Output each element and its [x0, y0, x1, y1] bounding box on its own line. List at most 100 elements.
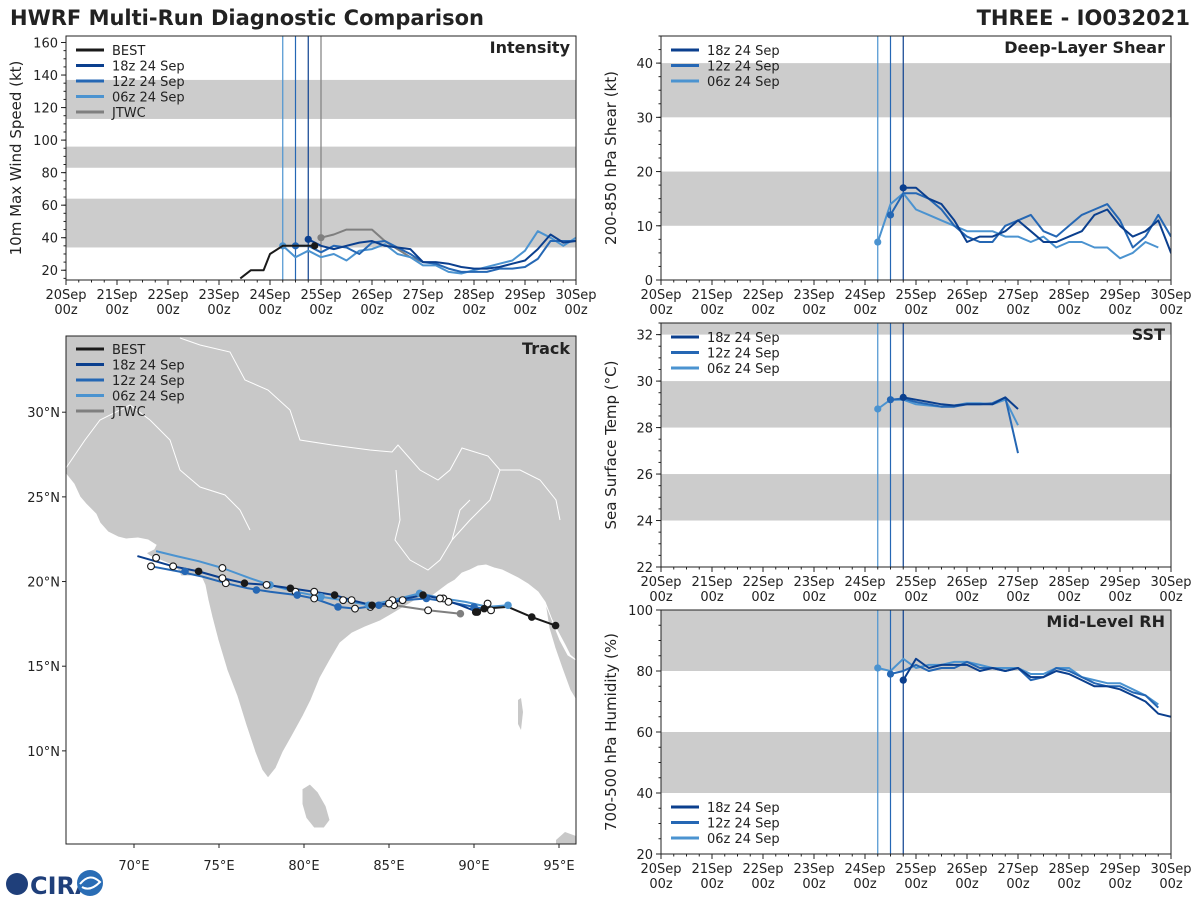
rh-ytick-label: 40: [636, 787, 653, 802]
shear-xtick-hour: 00z: [649, 303, 673, 318]
track-point-open: [436, 594, 444, 603]
sst-series-marker: [874, 405, 882, 413]
rh-xtick-hour: 00z: [751, 877, 775, 892]
track-point: [252, 586, 261, 594]
shear-xtick-hour: 00z: [1057, 303, 1081, 318]
track-xtick-label: 85°E: [373, 859, 404, 874]
intensity-xtick-date: 24Sep: [249, 288, 290, 303]
intensity-xtick-date: 27Sep: [402, 288, 443, 303]
shear-ytick-label: 30: [636, 111, 653, 126]
sst-xtick-hour: 00z: [1108, 590, 1132, 605]
track-point: [480, 604, 489, 613]
track-point-open: [262, 580, 271, 589]
track-xtick-label: 80°E: [288, 859, 319, 874]
sst-xtick-hour: 00z: [700, 590, 724, 605]
track-point: [419, 591, 427, 599]
shear-xtick-date: 20Sep: [640, 288, 681, 303]
shear-title: Deep-Layer Shear: [1004, 38, 1165, 57]
shear-xtick-hour: 00z: [1159, 303, 1183, 318]
shear-band: [661, 171, 1171, 226]
rh-xtick-date: 30Sep: [1150, 862, 1191, 877]
intensity-ytick-label: 60: [41, 199, 58, 214]
track-legend-label: BEST: [112, 343, 145, 358]
sst-xtick-date: 26Sep: [946, 575, 987, 590]
track-point-open: [147, 562, 155, 571]
intensity-legend-label: BEST: [112, 44, 145, 59]
track-point-open: [152, 553, 161, 562]
sst-ytick-label: 22: [636, 561, 653, 576]
shear-plot-area: [661, 36, 1171, 280]
intensity-xtick-hour: 00z: [105, 303, 129, 318]
shear-xtick-hour: 00z: [751, 303, 775, 318]
intensity-ytick-label: 100: [33, 134, 58, 149]
sst-band: [661, 474, 1171, 521]
sst-xtick-date: 27Sep: [997, 575, 1038, 590]
track-point-open: [169, 562, 178, 571]
logo-swirl-mark: [79, 876, 102, 890]
intensity-legend-label: JTWC: [111, 106, 146, 121]
sst-xtick-hour: 00z: [853, 590, 877, 605]
rh-xtick-date: 26Sep: [946, 862, 987, 877]
track-ytick-label: 10°N: [27, 745, 60, 760]
intensity-xtick-hour: 00z: [309, 303, 333, 318]
intensity-ytick-label: 140: [33, 69, 58, 84]
track-ytick-label: 25°N: [27, 491, 60, 506]
rh-series-marker: [874, 664, 882, 672]
shear-xtick-hour: 00z: [904, 303, 928, 318]
track-point: [334, 603, 342, 611]
shear-xtick-date: 26Sep: [946, 288, 987, 303]
shear-series-line: [903, 186, 1171, 254]
intensity-xtick-date: 26Sep: [351, 288, 392, 303]
shear-xtick-date: 23Sep: [793, 288, 834, 303]
intensity-series-marker: [304, 235, 312, 243]
shear-ytick-label: 10: [636, 220, 653, 235]
rh-ytick-label: 20: [636, 848, 653, 863]
intensity-xtick-hour: 00z: [360, 303, 384, 318]
intensity-series-marker: [311, 242, 319, 250]
land-sumatra-tip: [556, 832, 576, 844]
sst-xtick-date: 25Sep: [895, 575, 936, 590]
shear-xtick-date: 27Sep: [997, 288, 1038, 303]
rh-xtick-hour: 00z: [649, 877, 673, 892]
shear-series-marker: [886, 211, 895, 219]
sst-xtick-date: 22Sep: [742, 575, 783, 590]
track-point-open: [347, 596, 356, 605]
rh-xtick-date: 22Sep: [742, 862, 783, 877]
track-point-open: [424, 606, 433, 615]
track-ytick-label: 20°N: [27, 576, 60, 591]
rh-xtick-hour: 00z: [1006, 877, 1030, 892]
rh-xtick-date: 20Sep: [640, 862, 681, 877]
track-point: [471, 608, 480, 616]
rh-xtick-hour: 00z: [955, 877, 979, 892]
intensity-series-line: [320, 228, 424, 264]
rh-xtick-hour: 00z: [1057, 877, 1081, 892]
track-point: [504, 601, 512, 610]
track-legend-label: 18z 24 Sep: [112, 359, 185, 374]
intensity-ytick-label: 40: [41, 232, 58, 247]
sst-legend-label: 18z 24 Sep: [707, 331, 780, 346]
intensity-xtick-hour: 00z: [564, 303, 588, 318]
rh-xtick-date: 25Sep: [895, 862, 936, 877]
rh-series-marker: [899, 676, 907, 684]
intensity-xtick-date: 30Sep: [555, 288, 596, 303]
axes-layer: 2040608010012014016020Sep00z21Sep00z22Se…: [7, 35, 1192, 892]
intensity-series-marker: [317, 234, 325, 242]
track-xtick-label: 75°E: [203, 859, 234, 874]
intensity-xtick-hour: 00z: [411, 303, 435, 318]
intensity-legend-label: 12z 24 Sep: [112, 75, 185, 90]
andaman-islands: [518, 698, 523, 730]
rh-xtick-date: 24Sep: [844, 862, 885, 877]
intensity-ytick-label: 120: [33, 102, 58, 117]
track-point: [293, 591, 302, 599]
rh-xtick-hour: 00z: [802, 877, 826, 892]
track-point: [456, 609, 465, 618]
sst-xtick-date: 23Sep: [793, 575, 834, 590]
track-point: [330, 591, 339, 599]
intensity-xtick-hour: 00z: [207, 303, 231, 318]
intensity-series-line: [239, 244, 315, 280]
intensity-legend-label: 18z 24 Sep: [112, 60, 185, 75]
land-asia: [66, 336, 576, 779]
shear-series-marker: [874, 238, 882, 246]
shear-xtick-hour: 00z: [853, 303, 877, 318]
track-point: [551, 621, 560, 630]
